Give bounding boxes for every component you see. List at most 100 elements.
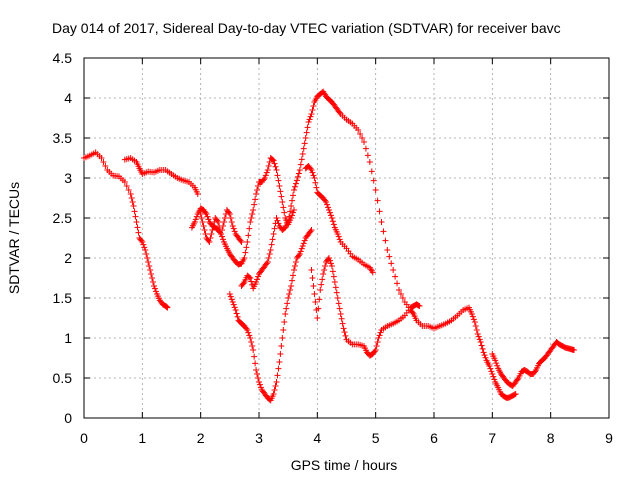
data-point [335, 300, 342, 307]
data-point [102, 163, 109, 169]
data-point [231, 304, 238, 311]
data-point [474, 331, 481, 337]
data-point [269, 236, 276, 243]
data-point [226, 211, 233, 217]
data-point [388, 260, 395, 267]
series-arc-10 [489, 339, 577, 389]
data-point [214, 217, 221, 224]
data-point [253, 367, 260, 373]
data-point [314, 315, 321, 321]
data-point [210, 223, 217, 229]
data-point [278, 193, 285, 200]
x-tick-labels: 0 1 2 3 4 5 6 7 8 9 [80, 430, 613, 446]
data-point [364, 152, 371, 159]
data-point [301, 140, 308, 147]
data-point [206, 239, 213, 245]
data-point [141, 244, 148, 251]
data-point [476, 336, 483, 343]
data-point [323, 199, 330, 205]
data-point [326, 255, 332, 261]
data-point [491, 376, 498, 383]
data-point [232, 307, 239, 313]
data-point [292, 180, 299, 187]
data-point [269, 156, 276, 163]
data-point [270, 231, 277, 237]
x-tick-label: 3 [255, 430, 263, 446]
data-point [140, 241, 147, 248]
data-point [234, 313, 241, 320]
data-point [334, 295, 341, 301]
data-point [339, 320, 346, 327]
y-tick-label: 4 [64, 90, 72, 106]
data-point [193, 213, 200, 220]
y-tick-label: 1 [64, 330, 72, 346]
data-point [324, 201, 331, 208]
data-point [309, 275, 316, 281]
data-point [262, 172, 269, 179]
data-point [130, 203, 137, 209]
data-point [133, 219, 140, 225]
data-point [378, 219, 385, 225]
data-point [366, 159, 373, 165]
data-point [396, 287, 402, 293]
data-point [394, 280, 401, 287]
data-point [304, 124, 311, 131]
data-point [481, 352, 488, 359]
data-point [327, 260, 334, 267]
data-point [329, 268, 336, 275]
data-point [227, 293, 234, 300]
data-point [337, 311, 344, 317]
data-point [376, 208, 383, 215]
data-point [207, 235, 214, 241]
data-point [355, 127, 362, 133]
x-tick-label: 2 [197, 430, 205, 446]
data-point [473, 327, 480, 333]
data-point [275, 220, 282, 227]
data-point [230, 225, 237, 232]
data-point [205, 216, 212, 223]
data-point [299, 151, 306, 157]
data-point [125, 187, 132, 193]
data-point [265, 163, 272, 169]
data-point [142, 247, 149, 253]
data-point [244, 239, 251, 245]
y-tick-label: 4.5 [53, 50, 73, 66]
data-point [275, 365, 282, 372]
data-point [480, 349, 487, 356]
data-point [319, 276, 326, 283]
data-point [276, 359, 283, 365]
data-point [295, 252, 302, 259]
data-point [237, 237, 244, 244]
data-point [336, 236, 343, 243]
data-point [493, 360, 500, 367]
data-point [296, 167, 303, 173]
x-tick-label: 6 [430, 430, 438, 446]
data-point [219, 233, 226, 240]
data-point [322, 263, 329, 269]
data-point [123, 183, 130, 189]
data-point [127, 191, 134, 197]
data-point [199, 219, 206, 225]
data-point [251, 353, 258, 360]
data-point [248, 339, 255, 345]
data-point [263, 260, 270, 267]
data-point [192, 216, 199, 223]
data-point [373, 343, 380, 349]
data-point [359, 135, 366, 141]
data-point [197, 211, 204, 217]
data-point [368, 168, 375, 175]
data-point [307, 165, 314, 172]
data-point [305, 119, 312, 125]
data-point [263, 169, 270, 176]
data-point [272, 163, 279, 170]
data-point [478, 342, 485, 349]
data-point [299, 243, 306, 249]
data-point [297, 161, 304, 168]
data-point [291, 207, 297, 213]
data-point [338, 315, 345, 322]
data-point [309, 107, 316, 113]
data-point [270, 391, 277, 397]
data-point [240, 280, 247, 287]
data-point [281, 319, 288, 325]
